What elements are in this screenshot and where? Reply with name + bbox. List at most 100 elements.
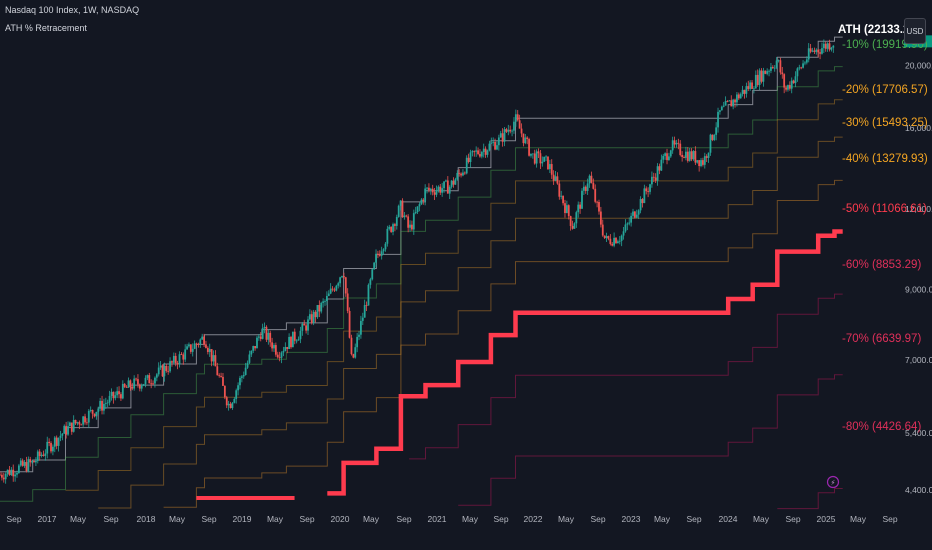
candle-body [756,74,759,85]
level-label-50: -50% (11066.61) [842,203,927,215]
candle-body [25,462,28,472]
x-tick-label: May [558,514,575,524]
candle-body [259,336,262,339]
candle-body [199,339,202,345]
candle-body [367,284,370,306]
candle-body [734,99,736,103]
candle-body [220,376,222,377]
candle-body [333,289,336,291]
level-label-60: -60% (8853.29) [842,259,921,271]
candle-body [828,43,831,50]
level-label-30: -30% (15493.25) [842,117,928,129]
x-tick-label: May [363,514,380,524]
candle-body [771,67,774,68]
level-label-70: -70% (6639.97) [842,333,921,345]
candle-body [441,188,444,193]
candle-body [428,187,430,191]
candle-body [713,134,716,140]
candle-body [552,174,555,181]
candle-body [358,334,360,337]
candle-body [280,352,283,358]
candle-body [229,403,232,409]
candle-body [2,477,5,480]
level-line-30 [98,136,843,509]
candle-body [547,156,549,170]
candle-body [465,157,468,174]
candle-body [762,70,765,82]
candle-body [528,139,530,156]
candle-body [12,469,15,477]
level-label-40: -40% (13279.93) [842,153,928,165]
candle-body [824,43,827,49]
x-tick-label: Sep [396,514,411,524]
candle-body [501,133,504,142]
candle-body [256,337,258,349]
candle-body [297,339,300,341]
candle-body [633,211,636,218]
candle-body [205,344,207,348]
candle-body [533,153,536,164]
candle-body [380,251,383,256]
candle-body [556,176,559,184]
candle-body [535,151,538,164]
candle-body [267,332,270,340]
candle-body [632,211,634,216]
candle-body [382,249,385,252]
candle-body [371,269,374,280]
candle-body [694,151,697,163]
candle-body [305,325,308,331]
candle-body [741,89,744,95]
candle-body [494,142,496,150]
candle-body [522,133,525,144]
candle-body [477,150,479,155]
candle-body [254,346,256,349]
candle-body [244,367,247,375]
candle-body [800,67,803,69]
candle-body [184,349,187,360]
candle-body [660,159,663,171]
candle-body [93,413,96,417]
candle-body [157,367,160,375]
candle-body [715,127,718,135]
candle-body [794,76,797,84]
candle-body [89,409,92,411]
candle-body [703,156,706,165]
candle-body [615,237,617,244]
candle-body [386,228,389,244]
candle-body [195,343,198,345]
candle-body [565,205,568,213]
earnings-badge[interactable] [826,475,840,489]
candle-body [458,172,461,174]
candle-body [422,199,425,202]
candle-body [148,375,151,384]
candle-body [497,137,500,146]
candle-body [426,187,428,189]
candle-body [539,153,542,164]
candle-body [405,215,408,217]
x-tick-label: Sep [103,514,118,524]
candle-body [705,156,708,158]
candle-body [0,474,1,476]
candle-body [118,391,120,395]
candle-body [95,411,98,417]
x-tick-label: Sep [201,514,216,524]
candle-body [191,348,194,352]
candle-body [779,60,782,73]
candle-body [203,336,205,345]
candle-body [671,140,674,151]
candle-body [611,243,614,246]
candle-body [630,215,633,223]
candle-body [429,188,432,191]
candle-body [291,331,294,348]
candle-body [271,342,273,349]
candle-body [609,238,612,244]
candle-body [567,205,570,217]
candle-body [832,45,835,48]
candle-body [550,164,553,175]
indicator-title[interactable]: ATH % Retracement [5,23,87,33]
candle-body [365,305,368,306]
y-tick-label: 12,000.00 [905,204,932,214]
currency-button[interactable]: USD [904,18,926,44]
candle-body [23,462,26,466]
